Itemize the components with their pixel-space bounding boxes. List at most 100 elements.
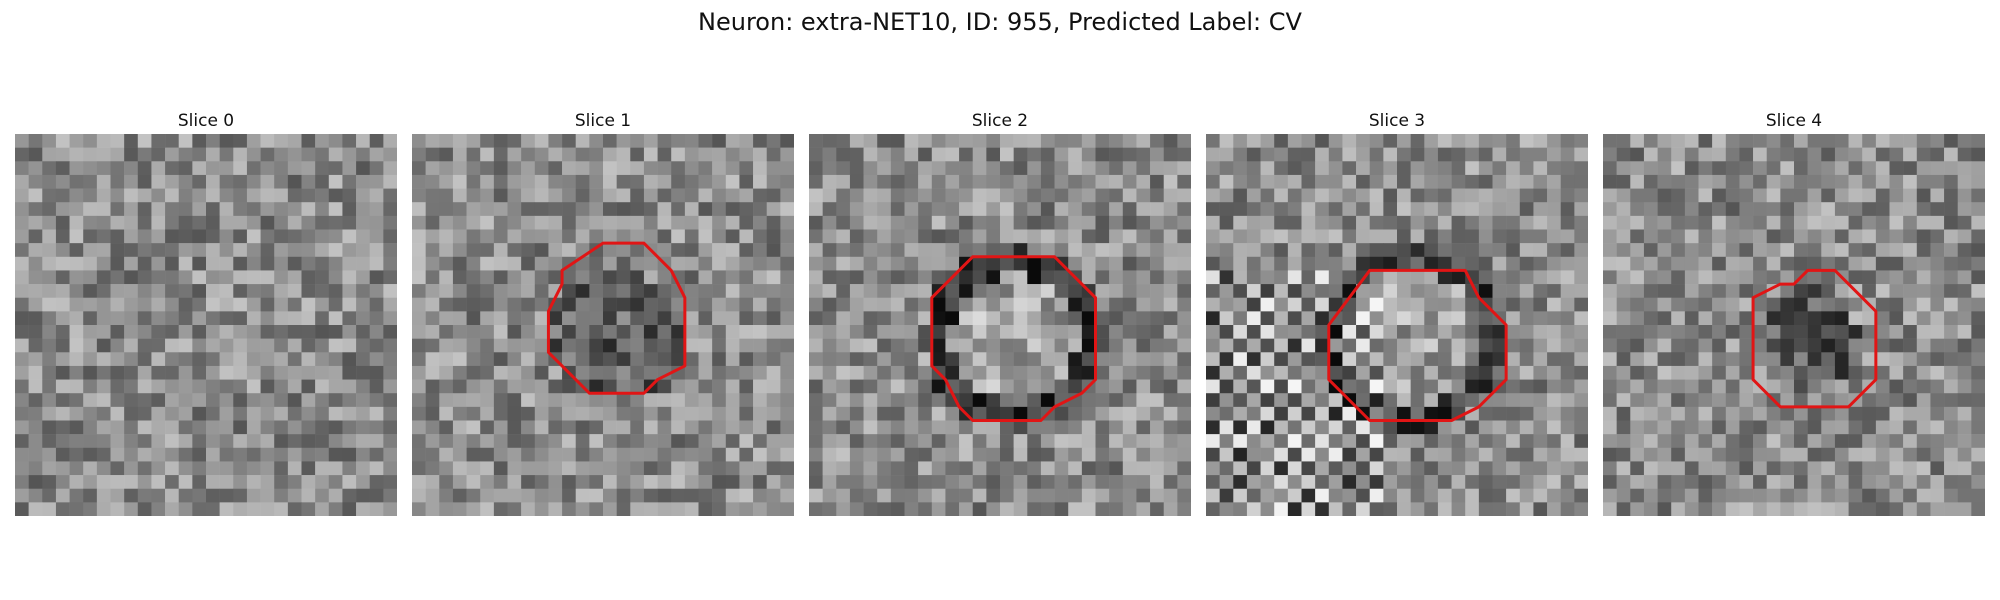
image-pixel: [1437, 488, 1452, 503]
image-pixel: [1725, 174, 1740, 189]
image-pixel: [1643, 461, 1658, 476]
image-pixel: [739, 270, 754, 285]
slice-panel-0: Slice 0: [15, 108, 397, 516]
image-pixel: [480, 297, 495, 312]
image-pixel: [1671, 406, 1686, 421]
image-pixel: [96, 256, 111, 271]
image-pixel: [151, 447, 166, 462]
image-pixel: [1712, 502, 1727, 516]
image-pixel: [1095, 502, 1110, 516]
image-pixel: [548, 243, 563, 258]
image-pixel: [124, 338, 139, 353]
image-pixel: [1766, 243, 1781, 258]
image-pixel: [1315, 202, 1330, 217]
image-pixel: [1957, 297, 1972, 312]
image-pixel: [1478, 311, 1493, 326]
image-pixel: [1547, 297, 1561, 312]
image-pixel: [1848, 338, 1863, 353]
image-pixel: [849, 461, 864, 476]
image-pixel: [780, 379, 794, 394]
image-pixel: [945, 352, 960, 367]
image-pixel: [1040, 488, 1055, 503]
image-pixel: [1013, 134, 1028, 148]
image-pixel: [274, 352, 289, 367]
image-pixel: [1437, 147, 1452, 162]
image-pixel: [439, 311, 454, 326]
image-pixel: [1109, 134, 1124, 148]
image-pixel: [493, 188, 508, 203]
image-pixel: [1424, 215, 1439, 230]
image-pixel: [42, 379, 57, 394]
image-pixel: [1834, 284, 1849, 298]
image-pixel: [809, 202, 823, 217]
image-pixel: [1109, 488, 1124, 503]
image-pixel: [1712, 475, 1727, 489]
image-pixel: [1150, 297, 1164, 312]
image-pixel: [616, 393, 631, 408]
image-pixel: [972, 461, 987, 476]
image-pixel: [507, 365, 522, 380]
image-pixel: [739, 284, 754, 298]
image-pixel: [918, 420, 933, 435]
image-pixel: [15, 475, 29, 489]
image-pixel: [1328, 352, 1343, 367]
image-pixel: [1533, 311, 1548, 326]
image-pixel: [822, 393, 837, 408]
image-pixel: [1657, 284, 1672, 298]
image-pixel: [1657, 297, 1672, 312]
image-pixel: [1206, 406, 1220, 421]
image-pixel: [877, 147, 892, 162]
image-pixel: [643, 420, 658, 435]
image-pixel: [315, 270, 330, 285]
image-pixel: [562, 379, 576, 394]
image-pixel: [931, 161, 946, 176]
image-pixel: [124, 379, 139, 394]
image-pixel: [356, 393, 370, 408]
image-pixel: [15, 284, 29, 298]
image-pixel: [439, 365, 454, 380]
image-pixel: [1163, 447, 1178, 462]
image-pixel: [1451, 188, 1466, 203]
image-pixel: [918, 406, 933, 421]
image-pixel: [1397, 461, 1411, 476]
image-pixel: [616, 325, 631, 339]
image-pixel: [1287, 352, 1302, 367]
image-pixel: [1753, 338, 1767, 353]
image-pixel: [739, 202, 754, 217]
image-pixel: [712, 420, 727, 435]
image-pixel: [890, 174, 905, 189]
image-pixel: [55, 161, 70, 176]
image-pixel: [657, 420, 672, 435]
image-pixel: [466, 488, 481, 503]
image-pixel: [1274, 256, 1289, 271]
image-pixel: [233, 365, 248, 380]
image-pixel: [55, 434, 70, 449]
image-pixel: [521, 447, 536, 462]
image-pixel: [1068, 256, 1083, 271]
image-pixel: [1519, 202, 1534, 217]
image-pixel: [1971, 311, 1985, 326]
image-pixel: [1163, 243, 1178, 258]
image-pixel: [425, 420, 440, 435]
image-pixel: [643, 174, 658, 189]
image-pixel: [1054, 365, 1069, 380]
image-pixel: [1753, 270, 1767, 285]
image-pixel: [1122, 461, 1137, 476]
image-pixel: [1383, 147, 1398, 162]
image-pixel: [356, 229, 370, 244]
image-pixel: [425, 325, 440, 339]
image-pixel: [69, 202, 84, 217]
image-pixel: [1136, 134, 1151, 148]
image-pixel: [1506, 174, 1521, 189]
image-pixel: [1095, 188, 1110, 203]
image-pixel: [1780, 147, 1795, 162]
image-pixel: [1875, 215, 1890, 230]
image-pixel: [1040, 434, 1055, 449]
image-pixel: [1560, 393, 1575, 408]
image-pixel: [1574, 434, 1588, 449]
image-pixel: [369, 393, 384, 408]
image-pixel: [1424, 379, 1439, 394]
image-pixel: [124, 461, 139, 476]
image-pixel: [959, 365, 973, 380]
image-pixel: [1301, 202, 1316, 217]
